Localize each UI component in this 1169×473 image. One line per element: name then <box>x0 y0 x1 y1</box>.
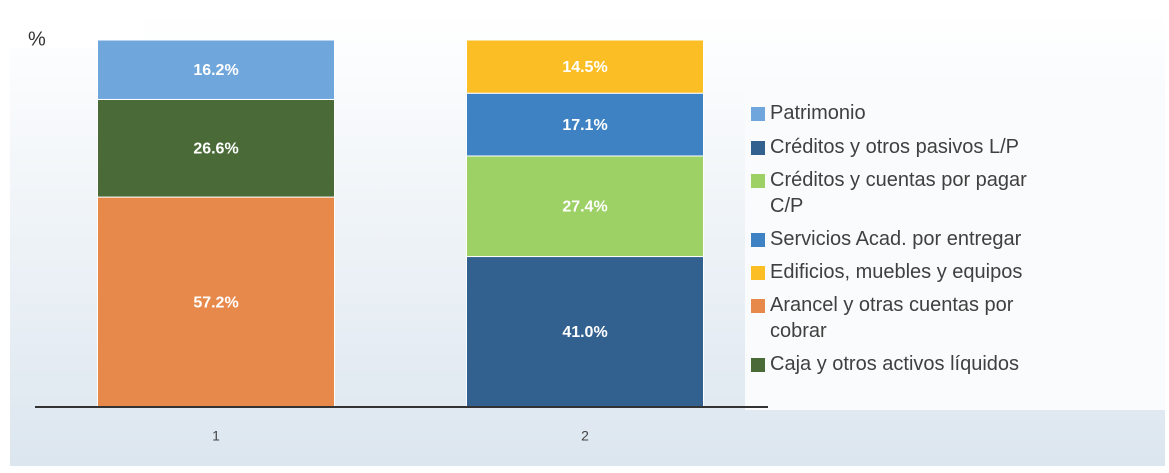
legend-swatch <box>751 141 765 155</box>
legend-swatch <box>751 107 765 121</box>
value-label: 27.4% <box>562 198 607 215</box>
value-label: 14.5% <box>562 59 607 76</box>
value-label: 17.1% <box>562 117 607 134</box>
legend-label: Arancel y otras cuentas por cobrar <box>770 294 1014 342</box>
bar-segment <box>466 155 704 258</box>
bar-segment <box>466 92 704 157</box>
legend-label: Edificios, muebles y equipos <box>770 261 1022 283</box>
bar-segment <box>97 39 335 100</box>
bar-segment <box>466 39 704 94</box>
value-label: 16.2% <box>193 62 238 79</box>
legend-swatch <box>751 266 765 280</box>
legend-label: Patrimonio <box>770 102 866 124</box>
legend-label: Créditos y cuentas por pagar C/P <box>770 169 1027 217</box>
legend-label: Servicios Acad. por entregar <box>770 228 1022 250</box>
legend-label: Caja y otros activos líquidos <box>770 353 1019 375</box>
legend-swatch <box>751 299 765 313</box>
legend-background <box>745 95 1165 410</box>
bar-segment <box>97 98 335 198</box>
y-axis-label: % <box>28 28 46 50</box>
value-label: 26.6% <box>193 140 238 157</box>
bar-segment <box>97 196 335 408</box>
legend-swatch <box>751 358 765 372</box>
x-tick-label: 1 <box>212 428 220 444</box>
legend-label: Créditos y otros pasivos L/P <box>770 136 1019 158</box>
legend-swatch <box>751 174 765 188</box>
value-label: 57.2% <box>193 294 238 311</box>
x-tick-label: 2 <box>581 428 589 444</box>
legend-swatch <box>751 233 765 247</box>
value-label: 41.0% <box>562 324 607 341</box>
